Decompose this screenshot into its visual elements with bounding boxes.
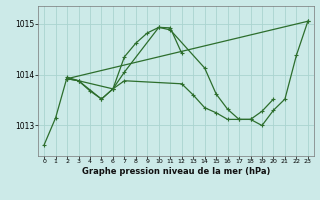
X-axis label: Graphe pression niveau de la mer (hPa): Graphe pression niveau de la mer (hPa) [82,167,270,176]
